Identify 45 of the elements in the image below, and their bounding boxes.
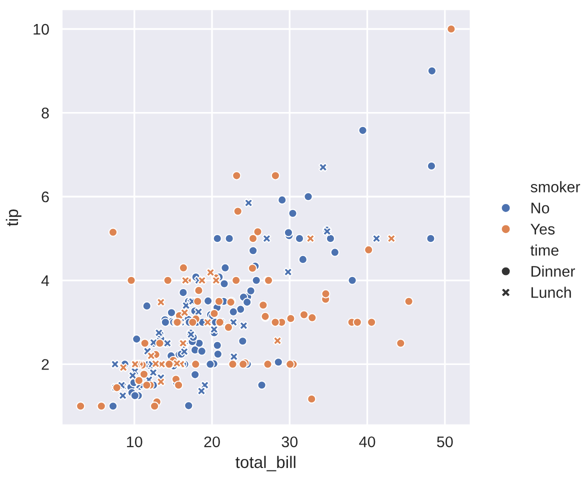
point	[210, 324, 219, 334]
point	[272, 336, 282, 346]
point	[206, 268, 216, 278]
y-tick-label: 2	[42, 359, 49, 370]
point	[110, 360, 120, 369]
y-tick-label: 8	[42, 108, 49, 118]
point	[196, 386, 206, 396]
point	[156, 298, 166, 307]
point	[156, 377, 166, 386]
point	[262, 234, 272, 244]
y-tick-label: 4	[41, 275, 50, 286]
point	[212, 276, 221, 285]
y-axis-title: tip	[6, 209, 22, 226]
x-tick-label: 40	[359, 436, 376, 448]
point	[118, 391, 128, 400]
point	[197, 276, 207, 285]
point	[318, 162, 328, 172]
point	[194, 307, 204, 316]
legend-label: No	[532, 202, 550, 214]
point	[128, 370, 138, 380]
legend-title: smoker	[530, 181, 580, 192]
point	[372, 234, 382, 244]
point	[146, 351, 156, 360]
point	[180, 347, 189, 356]
point	[239, 321, 248, 330]
legend-label: Yes	[530, 224, 555, 235]
point	[118, 362, 128, 372]
x-tick-label: 50	[437, 436, 453, 448]
y-tick-label: 10	[34, 24, 49, 35]
x-tick-label: 30	[282, 436, 298, 448]
text: Lunch	[532, 286, 571, 298]
y-tick-label: 6	[42, 191, 49, 202]
text: Dinner	[532, 266, 575, 277]
point	[284, 267, 293, 277]
text: time	[530, 244, 558, 256]
x-axis-title: total_bill	[236, 456, 296, 472]
point	[306, 234, 316, 244]
x-tick-label: 20	[204, 436, 220, 448]
point	[180, 308, 190, 318]
point	[172, 358, 182, 368]
x-tick-label: 10	[127, 436, 142, 448]
point	[148, 368, 158, 378]
point	[386, 234, 396, 244]
point	[244, 198, 254, 208]
point	[229, 352, 238, 362]
